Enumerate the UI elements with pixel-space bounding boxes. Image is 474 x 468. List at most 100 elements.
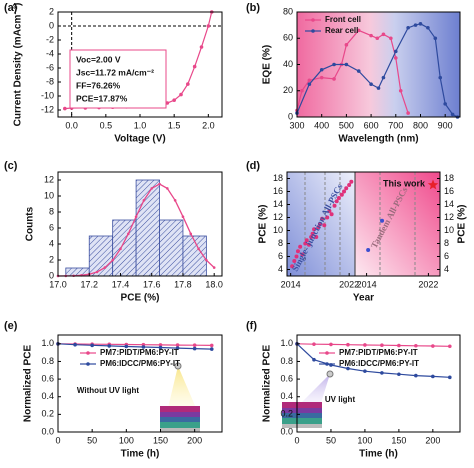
marker	[309, 235, 314, 239]
y-tick-label: 0.8	[280, 356, 293, 366]
x-axis-label: Time (h)	[121, 449, 160, 460]
y-tick-label: 0.0	[41, 426, 54, 436]
marker	[142, 199, 146, 202]
marker	[346, 342, 350, 347]
x-tick-label: 500	[339, 120, 354, 130]
uv-cone	[300, 374, 330, 406]
marker	[418, 22, 423, 26]
legend-marker	[311, 29, 315, 33]
annotation: FF=76.26%	[76, 80, 121, 90]
panel-label: (a)	[4, 2, 18, 14]
marker	[304, 238, 309, 243]
y-tick-label: 0.0	[280, 426, 293, 436]
x-tick-label: 200	[425, 435, 440, 445]
marker	[393, 49, 398, 54]
marker	[334, 199, 339, 204]
marker	[298, 244, 303, 249]
x-tick-label: 17.2	[80, 279, 98, 289]
marker	[173, 199, 177, 202]
marker	[336, 196, 341, 200]
marker	[90, 343, 94, 348]
marker	[346, 366, 350, 371]
y-tick-label: 80	[283, 6, 293, 16]
marker	[381, 32, 386, 37]
legend-marker	[325, 362, 329, 366]
y-tick-label: 0.6	[41, 373, 54, 383]
legend-marker	[86, 351, 90, 355]
plot-frame	[57, 171, 223, 277]
y-tick-label: 20	[283, 85, 293, 95]
annotation: Without UV light	[77, 386, 139, 395]
marker	[197, 247, 200, 251]
y-tick-label: 1.0	[280, 338, 293, 348]
x-tick-label: 2.0	[202, 120, 215, 130]
marker	[406, 25, 410, 30]
decor	[160, 12, 460, 432]
marker	[356, 69, 361, 73]
marker	[294, 254, 299, 259]
marker	[107, 344, 112, 348]
x-tick-label: 150	[153, 435, 168, 445]
x-tick-label: 50	[87, 435, 97, 445]
marker	[209, 343, 214, 348]
annotation: Voc=2.00 V	[76, 54, 121, 64]
panel-label: (f)	[246, 320, 257, 332]
x-tick-label: 18.0	[205, 279, 223, 289]
marker	[192, 64, 197, 69]
device-stack	[160, 406, 200, 432]
highlight-label: This work	[383, 178, 426, 188]
y-axis-label: EQE (%)	[262, 45, 273, 84]
y-tick-label: 4	[278, 264, 283, 274]
marker	[103, 266, 107, 269]
x-tick-label: 600	[364, 120, 379, 130]
x-axis-label: Year	[353, 293, 374, 304]
marker	[166, 187, 169, 190]
marker	[413, 23, 418, 27]
annotation: Jsc=11.72 mA/cm⁻²	[76, 67, 154, 77]
legend-label: Rear cell	[325, 26, 358, 35]
y-tick-label: 8	[49, 206, 54, 216]
x-tick-label: 17.6	[143, 279, 161, 289]
y-tick-label: -8	[46, 76, 54, 86]
marker	[414, 343, 418, 348]
y-tick-label: 0	[288, 111, 293, 121]
series-line	[57, 343, 212, 350]
x-tick-label: 17.0	[49, 279, 67, 289]
y-tick-label: 12	[273, 212, 283, 222]
y-tick-label: 6	[444, 251, 449, 261]
marker	[199, 45, 204, 49]
y-axis-label: Normalized PCE	[23, 345, 34, 423]
y-tick-label: 10	[273, 225, 283, 235]
y-tick-label: 0	[49, 270, 54, 280]
marker	[206, 24, 211, 28]
marker	[73, 342, 77, 347]
marker	[332, 203, 337, 208]
marker	[306, 242, 311, 247]
y-tick-label: 4	[49, 238, 54, 248]
marker	[209, 347, 214, 351]
marker	[192, 343, 197, 348]
marker	[332, 77, 336, 81]
y-tick-label: 2	[49, 6, 54, 16]
y-tick-label: 0.4	[41, 391, 54, 401]
y-tick-label: 6	[49, 222, 54, 232]
marker	[172, 98, 176, 102]
marker	[329, 212, 334, 217]
marker	[431, 344, 435, 348]
y-tick-label: 14	[444, 199, 454, 209]
y-tick-label: 14	[273, 199, 283, 209]
marker	[150, 187, 154, 190]
y-axis-label: Current Density (mAcm⁻²)	[13, 3, 24, 127]
marker	[344, 43, 349, 47]
x-tick-label: 300	[289, 120, 304, 130]
panel-label: (d)	[246, 160, 260, 172]
x-tick-label: 1.0	[134, 120, 147, 130]
marker	[393, 56, 398, 60]
marker	[363, 369, 367, 373]
marker	[317, 222, 322, 226]
marker	[179, 92, 183, 97]
x-tick-label: 400	[314, 120, 329, 130]
marker	[380, 218, 385, 223]
annotation: UV light	[325, 395, 356, 404]
y-tick-label: 12	[44, 174, 54, 184]
